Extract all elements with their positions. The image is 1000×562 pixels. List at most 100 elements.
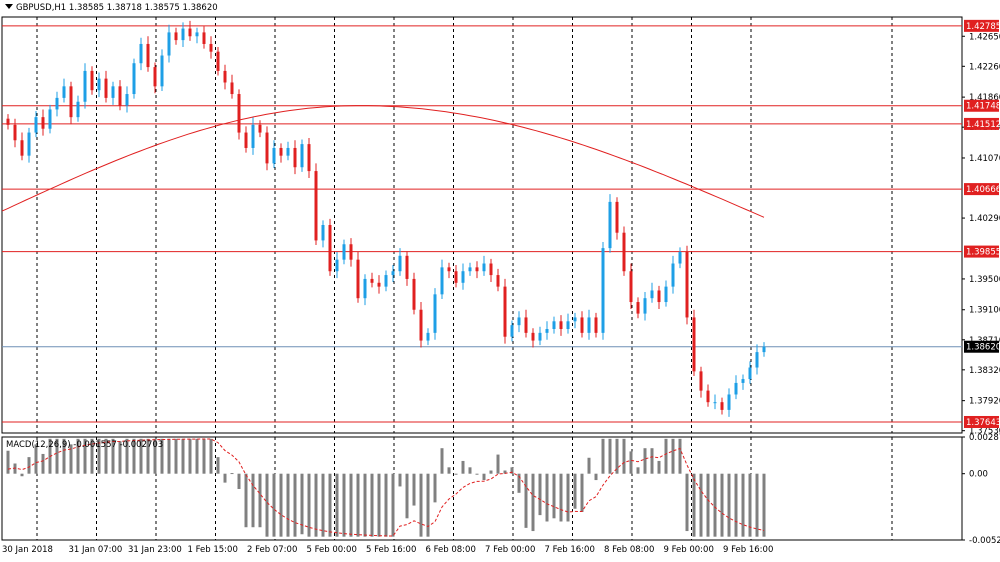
- candle-body: [293, 147, 297, 168]
- macd-histogram-bar: [300, 473, 304, 535]
- macd-histogram-bar: [216, 457, 220, 474]
- main-panel-frame: [1, 16, 963, 434]
- candle-body: [573, 317, 577, 322]
- macd-histogram-bar: [573, 473, 577, 509]
- candle-body: [629, 271, 633, 303]
- candle-body: [559, 321, 563, 329]
- time-axis-label: 30 Jan 2018: [2, 545, 53, 555]
- candle-body: [48, 109, 52, 129]
- macd-histogram-bar: [307, 473, 311, 537]
- candle-body: [265, 132, 269, 164]
- candle-body: [650, 290, 654, 299]
- candle-body: [671, 263, 675, 287]
- candle-body: [111, 86, 115, 98]
- candle-body: [699, 371, 703, 391]
- macd-histogram-bar: [146, 438, 150, 474]
- candle-body: [566, 321, 570, 329]
- macd-histogram-bar: [244, 473, 248, 528]
- macd-histogram-bar: [580, 473, 584, 512]
- candle-body: [706, 390, 710, 403]
- candle-body: [342, 244, 346, 260]
- macd-histogram-bar: [762, 473, 766, 537]
- candle-body: [741, 379, 745, 383]
- macd-histogram-bar: [13, 463, 17, 474]
- dropdown-triangle-icon[interactable]: [5, 4, 13, 9]
- candle-body: [384, 275, 388, 287]
- candle-body: [503, 286, 507, 337]
- candle-body: [734, 382, 738, 395]
- candle-body: [664, 286, 668, 303]
- macd-histogram-bar: [552, 473, 556, 519]
- macd-tick-label: 0.002879: [969, 433, 1000, 443]
- macd-histogram-bar: [657, 460, 661, 474]
- candle-body: [55, 97, 59, 110]
- macd-histogram-bar: [55, 438, 59, 474]
- macd-histogram-bar: [622, 438, 626, 474]
- macd-histogram-bar: [566, 473, 570, 522]
- candle-body: [419, 309, 423, 341]
- candle-body: [447, 267, 451, 272]
- candle-body: [657, 290, 661, 303]
- macd-histogram-bar: [384, 473, 388, 537]
- macd-histogram-bar: [433, 473, 437, 503]
- candle-body: [398, 255, 402, 272]
- candle-body: [188, 28, 192, 37]
- macd-histogram-bar: [482, 473, 486, 481]
- macd-histogram-bar: [76, 438, 80, 474]
- level-price-tag: [964, 245, 999, 258]
- candle-body: [90, 70, 94, 91]
- macd-histogram-bar: [454, 473, 458, 475]
- level-price-tag: [964, 415, 999, 428]
- macd-histogram-bar: [699, 473, 703, 537]
- macd-histogram-bar: [615, 438, 619, 474]
- macd-histogram-bar: [755, 473, 759, 537]
- macd-histogram-bar: [20, 473, 24, 477]
- price-tick-label: 1.37920: [969, 397, 1000, 407]
- macd-histogram-bar: [279, 473, 283, 537]
- macd-histogram-bar: [440, 448, 444, 474]
- candle-body: [531, 332, 535, 341]
- macd-histogram-bar: [363, 473, 367, 537]
- macd-histogram-bar: [139, 438, 143, 474]
- macd-histogram-bar: [328, 473, 332, 537]
- price-tick-label: 1.39500: [969, 275, 1000, 285]
- candle-body: [377, 282, 381, 287]
- macd-histogram-bar: [727, 473, 731, 537]
- macd-histogram-bar: [629, 451, 633, 474]
- macd-histogram-bar: [468, 467, 472, 474]
- candle-body: [69, 86, 73, 118]
- macd-histogram-bar: [489, 470, 493, 474]
- macd-histogram-bar: [286, 473, 290, 537]
- level-price-tag: [964, 183, 999, 196]
- candle-body: [258, 124, 262, 133]
- macd-histogram-bar: [426, 473, 430, 537]
- macd-histogram-bar: [643, 448, 647, 474]
- macd-histogram-bar: [90, 438, 94, 474]
- candle-body: [13, 124, 17, 141]
- candle-body: [349, 244, 353, 260]
- close-value: 1.38620: [182, 3, 218, 13]
- high-value: 1.38718: [106, 3, 142, 13]
- macd-histogram-bar: [398, 473, 402, 487]
- price-tick-label: 1.41860: [969, 93, 1000, 103]
- macd-histogram-bar: [160, 438, 164, 474]
- macd-tick-label: 0.00: [969, 470, 988, 480]
- macd-histogram-bar: [510, 467, 514, 474]
- candle-body: [132, 63, 136, 95]
- macd-histogram-bar: [349, 473, 353, 537]
- macd-histogram-bar: [6, 450, 10, 474]
- candle-body: [6, 118, 10, 125]
- candle-body: [335, 259, 339, 272]
- time-axis-label: 5 Feb 16:00: [366, 545, 416, 555]
- macd-histogram-bar: [461, 460, 465, 474]
- macd-histogram-bar: [741, 473, 745, 537]
- macd-histogram-bar: [475, 473, 479, 475]
- macd-histogram-bar: [377, 473, 381, 537]
- time-axis-label: 9 Feb 00:00: [664, 545, 714, 555]
- macd-histogram-bar: [272, 473, 276, 537]
- price-tick-label: 1.39100: [969, 306, 1000, 316]
- time-axis-label: 31 Jan 07:00: [69, 545, 123, 555]
- macd-histogram-bar: [419, 473, 423, 537]
